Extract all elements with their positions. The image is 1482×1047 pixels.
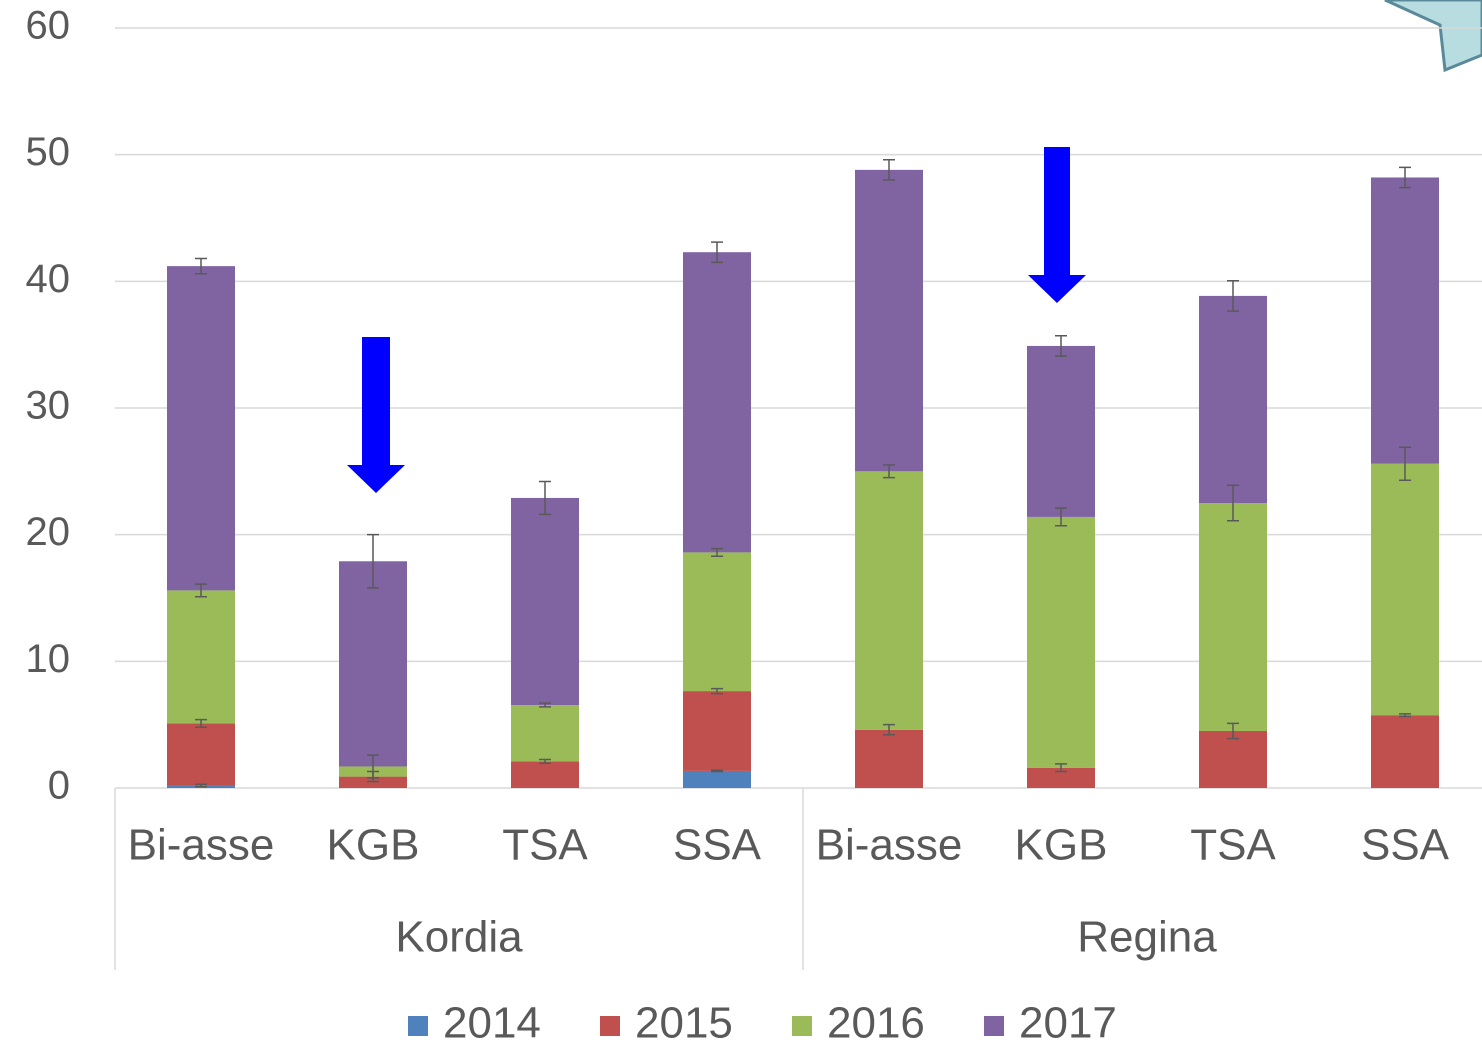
legend-label: 2017 [1019, 999, 1117, 1047]
bar-segment [855, 169, 923, 472]
x-tick-label: Bi-asse [128, 821, 275, 870]
error-bar [1227, 484, 1239, 522]
error-bar [1399, 446, 1411, 481]
bar-segment [1199, 503, 1267, 731]
x-tick-label: SSA [1361, 821, 1450, 870]
y-tick-label: 30 [26, 384, 71, 428]
error-bar [195, 583, 207, 598]
bar-segment [1371, 715, 1439, 788]
error-bar [1055, 335, 1067, 357]
bar-segment [1199, 731, 1267, 788]
error-bar [883, 723, 895, 736]
y-tick-label: 40 [26, 257, 71, 301]
group-label: Regina [1077, 913, 1217, 962]
bar-segment [1027, 516, 1095, 768]
error-bar [539, 758, 551, 765]
error-bar [1399, 713, 1411, 718]
arrow [347, 337, 405, 493]
bar-segment [1027, 767, 1095, 788]
error-bar [1227, 279, 1239, 312]
error-bar [539, 480, 551, 516]
error-bar [195, 718, 207, 728]
bar-segment [511, 705, 579, 762]
bar-segment [683, 552, 751, 692]
bar-segment [167, 590, 235, 724]
y-tick-label: 20 [26, 510, 71, 554]
error-bar [711, 547, 723, 557]
x-tick-label: TSA [502, 821, 588, 870]
bar-segment [683, 770, 751, 788]
x-tick-label: Bi-asse [816, 821, 963, 870]
bar-segment [683, 252, 751, 553]
group-label: Kordia [395, 913, 523, 962]
bar-segment [683, 691, 751, 771]
bar-segment [855, 729, 923, 788]
bar-segment [1371, 463, 1439, 716]
error-bar [367, 754, 379, 779]
bar-segment [511, 497, 579, 706]
error-bar [711, 241, 723, 264]
bar-segment [339, 561, 407, 767]
x-tick-label: TSA [1190, 821, 1276, 870]
error-bar [883, 464, 895, 479]
bar-segment [167, 723, 235, 786]
x-tick-label: KGB [1015, 821, 1108, 870]
x-tick-label: KGB [327, 821, 420, 870]
arrow [1028, 147, 1086, 303]
error-bar [1227, 722, 1239, 740]
legend-label: 2014 [443, 999, 541, 1047]
bar-segment [511, 761, 579, 788]
error-bar [539, 702, 551, 708]
legend-swatch [792, 1016, 812, 1036]
error-bar [1399, 166, 1411, 189]
legend-swatch [600, 1016, 620, 1036]
error-bar [1055, 763, 1067, 773]
plot-area: 0 10 20 30 40 50 60 Kordia Bi-asse KGB TSA SSA Regin… [26, 4, 1482, 1047]
bar-segment [1027, 345, 1095, 517]
error-bar [711, 769, 723, 773]
legend-swatch [408, 1016, 428, 1036]
y-tick-label: 60 [26, 4, 71, 48]
y-tick-label: 10 [26, 637, 71, 681]
error-bar [367, 533, 379, 589]
bar-segment [855, 471, 923, 730]
corner-shape [1384, 0, 1482, 73]
y-tick-label: 0 [48, 764, 70, 808]
error-bar [711, 687, 723, 695]
error-bar [195, 257, 207, 275]
legend-label: 2016 [827, 999, 925, 1047]
error-bar [195, 783, 207, 788]
x-tick-label: SSA [673, 821, 762, 870]
bar-segment [1199, 295, 1267, 503]
legend-label: 2015 [635, 999, 733, 1047]
y-tick-label: 50 [26, 130, 71, 174]
error-bar [1055, 507, 1067, 527]
legend-swatch [984, 1016, 1004, 1036]
bar-segment [1371, 177, 1439, 464]
bar-segment [167, 266, 235, 591]
error-bar [883, 158, 895, 181]
